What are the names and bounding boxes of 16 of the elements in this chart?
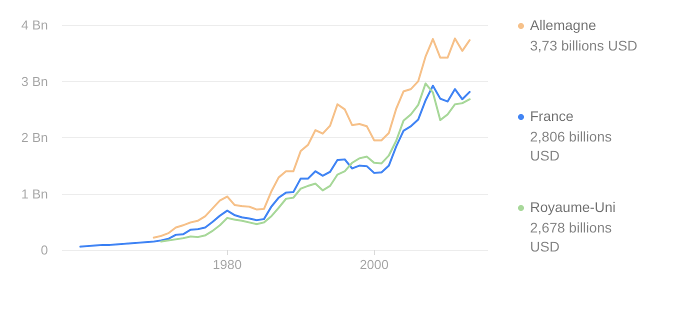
x-tick-label: 2000 <box>360 257 389 272</box>
y-tick-label: 3 Bn <box>21 74 48 89</box>
line-series <box>79 84 471 248</box>
legend-label: Royaume-Uni <box>530 199 616 215</box>
legend-label: France <box>530 108 574 124</box>
line-series <box>160 82 471 243</box>
y-tick-label: 4 Bn <box>21 18 48 32</box>
y-tick-label: 0 <box>40 242 48 258</box>
text: 2,678 billions USD <box>530 220 616 254</box>
legend-label: Allemagne <box>530 17 596 33</box>
text: 3,73 billions USD <box>530 38 638 54</box>
x-tick-label: 1980 <box>212 257 242 272</box>
text: 2,806 billions USD <box>530 128 616 164</box>
y-tick-label: 2 Bn <box>21 130 48 145</box>
line-series <box>152 38 471 239</box>
y-tick-label: 1 Bn <box>21 186 48 202</box>
